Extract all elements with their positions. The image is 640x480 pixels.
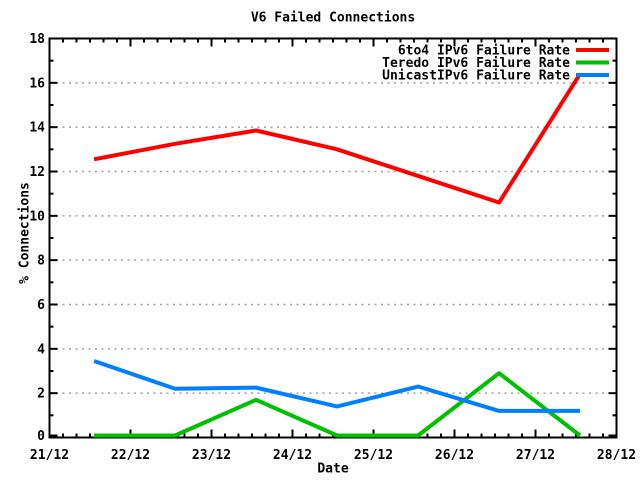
series-line-unicast xyxy=(93,359,581,413)
y-tick-label: 10 xyxy=(29,209,45,224)
y-tick-label: 14 xyxy=(29,121,45,136)
x-tick-label: 23/12 xyxy=(192,448,231,463)
plot-border xyxy=(48,37,618,439)
y-tick-label: 12 xyxy=(29,165,45,180)
x-axis-title: Date xyxy=(317,461,349,477)
x-tick-label: 27/12 xyxy=(516,448,555,463)
y-axis-title: % Connections xyxy=(17,182,33,284)
x-tick-label: 22/12 xyxy=(111,448,150,463)
x-tick-label: 28/12 xyxy=(597,448,636,463)
series-line-teredo xyxy=(94,371,582,438)
legend-label-teredo: Teredo IPv6 Failure Rate xyxy=(382,56,570,71)
legend-label-unicast: UnicastIPv6 Failure Rate xyxy=(382,69,570,84)
y-tick-label: 16 xyxy=(29,76,45,91)
x-tick-label: 25/12 xyxy=(354,448,393,463)
x-tick-label: 24/12 xyxy=(273,448,312,463)
y-tick-label: 6 xyxy=(37,298,45,313)
legend-label-6to4: 6to4 IPv6 Failure Rate xyxy=(398,44,570,59)
chart-title: V6 Failed Connections xyxy=(250,10,416,26)
y-tick-label: 18 xyxy=(29,32,45,47)
y-tick-label: 2 xyxy=(37,387,45,402)
x-tick-label: 21/12 xyxy=(30,448,69,463)
y-tick-label: 0 xyxy=(37,429,45,444)
y-tick-label: 8 xyxy=(37,254,45,269)
x-tick-label: 26/12 xyxy=(435,448,474,463)
y-tick-label: 4 xyxy=(37,342,45,357)
series-line-6to4 xyxy=(93,72,582,205)
